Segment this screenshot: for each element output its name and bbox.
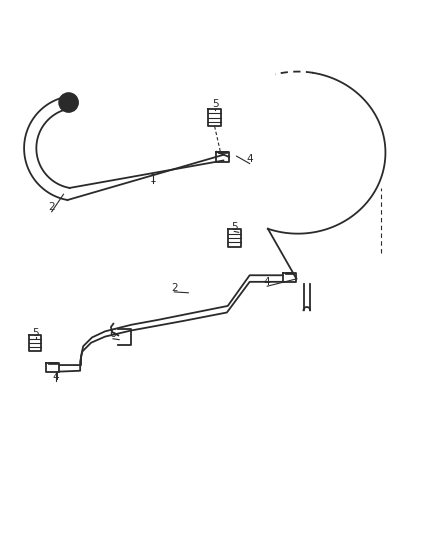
- Text: 6: 6: [110, 329, 117, 340]
- Text: 5: 5: [231, 222, 238, 232]
- Text: 5: 5: [32, 328, 39, 338]
- Text: 1: 1: [150, 174, 157, 184]
- Text: 5: 5: [212, 100, 219, 109]
- Text: 2: 2: [48, 203, 55, 212]
- Text: 4: 4: [264, 277, 271, 287]
- Circle shape: [59, 93, 78, 112]
- Text: 2: 2: [171, 282, 178, 293]
- Text: 4: 4: [246, 154, 253, 164]
- Text: 4: 4: [53, 372, 60, 382]
